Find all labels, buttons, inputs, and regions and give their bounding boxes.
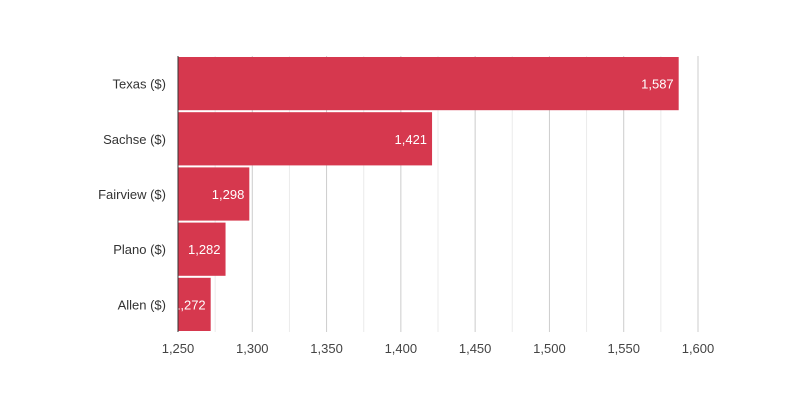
bar-value-label: 1,298 [212,187,245,202]
x-tick-label: 1,400 [385,341,418,356]
x-tick-label: 1,600 [682,341,715,356]
category-label: Plano ($) [113,242,166,257]
bar-value-label: 1,272 [173,297,206,312]
bar [178,57,679,111]
bar-value-label: 1,282 [188,242,221,257]
bars: 1,587 1,421 1,298 1,282 1,272 [173,57,679,331]
bar [178,277,211,331]
category-label: Fairview ($) [98,187,166,202]
category-label: Sachse ($) [103,132,166,147]
bar [178,222,226,276]
x-tick-label: 1,300 [236,341,269,356]
x-tick-label: 1,450 [459,341,492,356]
x-tick-label: 1,550 [607,341,640,356]
bar-value-label: 1,421 [395,132,428,147]
category-label: Allen ($) [118,297,166,312]
category-label: Texas ($) [113,77,166,92]
bar [178,167,250,221]
category-labels: Texas ($) Sachse ($) Fairview ($) Plano ($)… [98,77,166,313]
x-tick-label: 1,250 [162,341,195,356]
x-tick-labels: 1,250 1,300 1,350 1,400 1,450 1,500 1,550 1,600 [162,341,715,356]
x-tick-label: 1,350 [310,341,343,356]
bar [178,112,433,166]
x-tick-label: 1,500 [533,341,566,356]
bar-value-label: 1,587 [641,77,674,92]
